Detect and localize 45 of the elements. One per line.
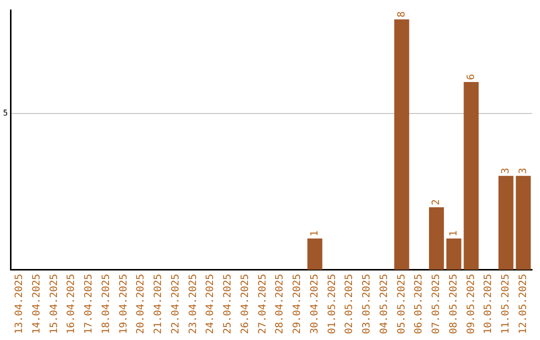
x-tick-label: 12.05.2025: [518, 274, 529, 334]
data-label: 8: [396, 11, 408, 18]
x-tick-label: 07.05.2025: [431, 274, 442, 334]
bar: [516, 176, 531, 270]
bar: [464, 82, 479, 270]
x-tick-label: 24.04.2025: [205, 274, 216, 334]
x-tick-label: 25.04.2025: [222, 274, 234, 334]
x-tick-label: 01.05.2025: [326, 274, 338, 334]
bar: [428, 207, 444, 270]
x-tick-label: 27.04.2025: [257, 274, 268, 334]
data-label: 3: [518, 168, 529, 174]
data-label: 3: [500, 168, 512, 174]
x-tick-label: 26.04.2025: [240, 274, 251, 334]
x-tick-label: 29.04.2025: [292, 274, 304, 334]
x-tick-label: 20.04.2025: [136, 274, 147, 334]
x-tick-label: 14.04.2025: [31, 274, 42, 334]
bar: [394, 19, 410, 270]
x-tick-label: 03.05.2025: [362, 274, 373, 334]
x-tick-label: 13.04.2025: [14, 274, 26, 334]
x-tick-label: 06.05.2025: [414, 274, 425, 334]
bar: [498, 176, 514, 270]
x-tick-label: 22.04.2025: [170, 274, 182, 334]
x-tick-label: 04.05.2025: [378, 274, 390, 334]
x-tick-label: 21.04.2025: [153, 274, 164, 334]
x-tick-label: 02.05.2025: [344, 274, 356, 334]
x-tick-label: 23.04.2025: [188, 274, 199, 334]
x-tick-label: 05.05.2025: [396, 274, 408, 334]
x-tick-label: 10.05.2025: [483, 274, 494, 334]
data-label: 1: [309, 230, 320, 236]
bar: [446, 238, 462, 270]
x-tick-label: 16.04.2025: [66, 274, 78, 334]
x-tick-label: 30.04.2025: [309, 274, 320, 334]
data-label: 1: [448, 230, 460, 236]
x-tick-label: 11.05.2025: [500, 274, 512, 334]
x-tick-label: 28.04.2025: [274, 274, 286, 334]
x-tick-label: 15.04.2025: [48, 274, 60, 334]
bar: [307, 238, 322, 270]
data-label: 6: [466, 74, 477, 80]
x-tick-label: 19.04.2025: [118, 274, 130, 334]
x-tick-label: 08.05.2025: [448, 274, 460, 334]
data-label: 2: [431, 199, 442, 206]
x-tick-label: 18.04.2025: [100, 274, 112, 334]
x-tick-label: 17.04.2025: [84, 274, 95, 334]
x-tick-label: 09.05.2025: [466, 274, 477, 334]
y-tick-label: 5: [2, 108, 8, 118]
